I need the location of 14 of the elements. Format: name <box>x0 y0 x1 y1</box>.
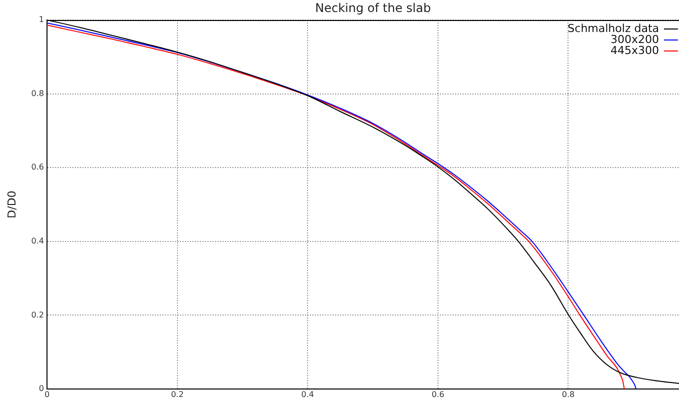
y-axis-title: D/D0 <box>5 190 18 218</box>
legend-label: Schmalholz data <box>568 22 659 35</box>
x-tick-label: 0.6 <box>432 390 444 399</box>
y-tick-label: 1 <box>38 15 44 24</box>
y-tick-label: 0.2 <box>31 310 44 320</box>
y-tick-label: 0.6 <box>31 162 44 172</box>
legend-label: 445x300 <box>610 44 659 57</box>
chart-title: Necking of the slab <box>315 1 431 16</box>
x-tick-label: 0.2 <box>170 390 184 399</box>
y-tick-label: 0.4 <box>31 236 44 246</box>
x-tick-label: 0.8 <box>562 390 575 399</box>
x-tick-label: 0.4 <box>301 390 314 399</box>
legend-label: 300x200 <box>610 32 659 46</box>
y-tick-label: 0.8 <box>31 88 44 98</box>
